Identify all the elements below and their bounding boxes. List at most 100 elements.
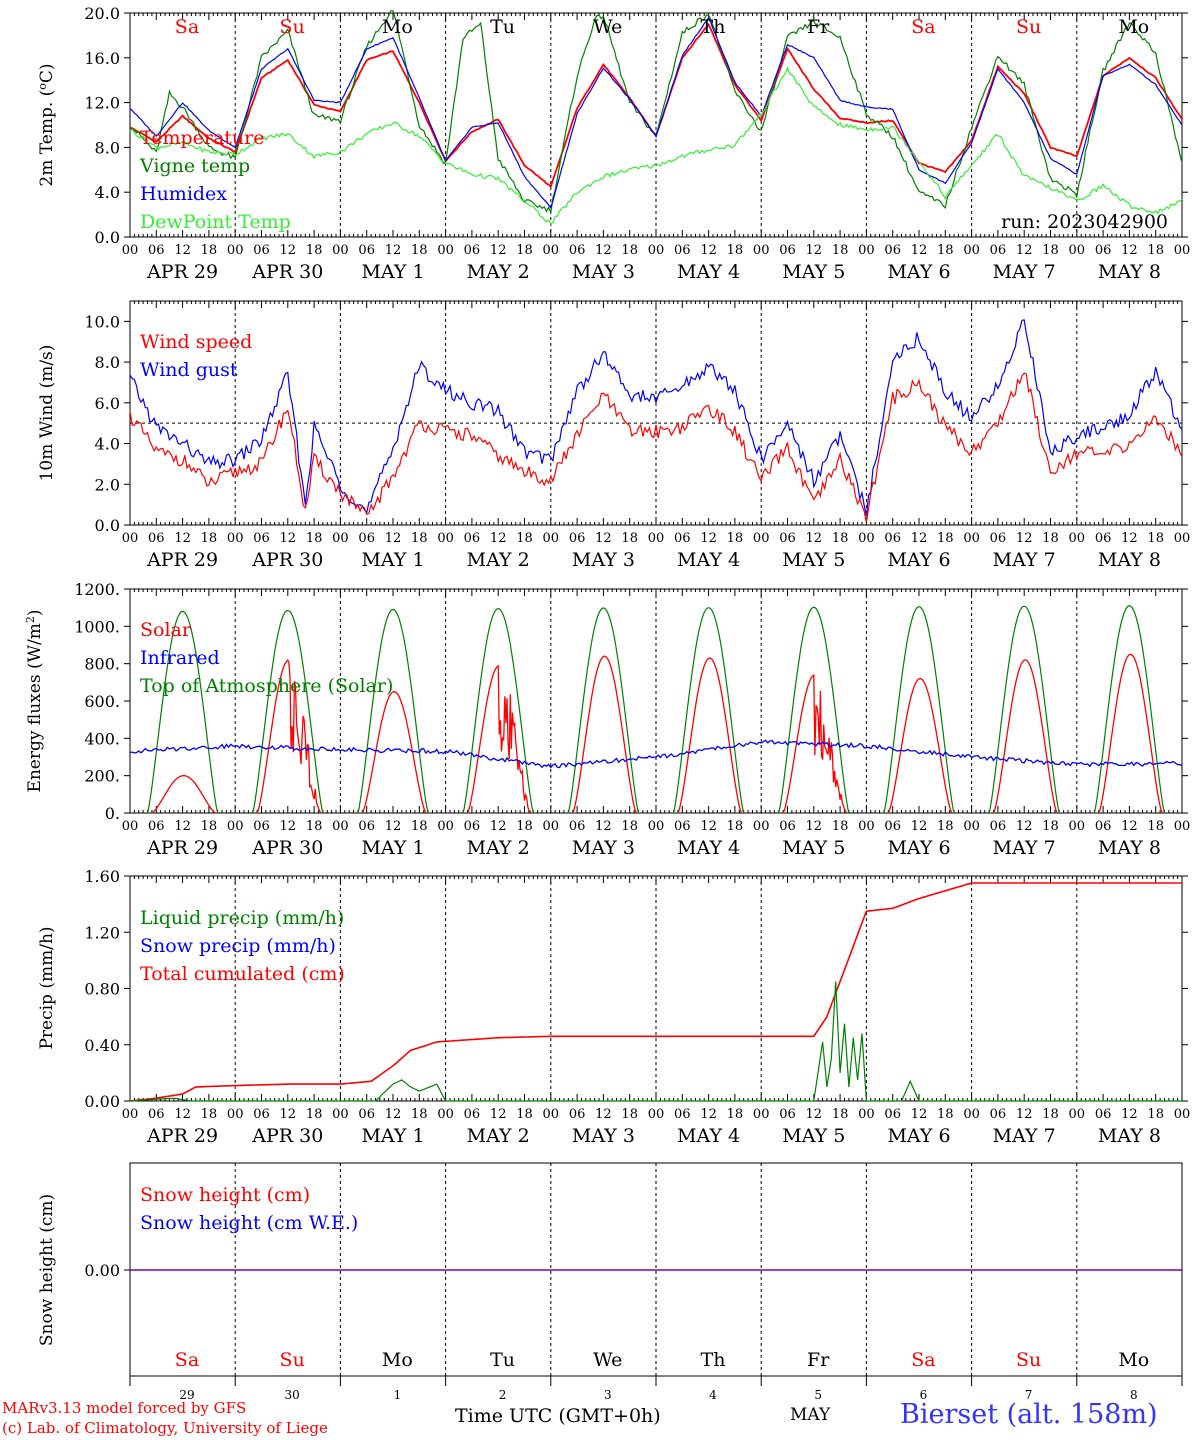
- hour-tick-label: 00: [648, 531, 665, 546]
- date-label: MAY 3: [572, 837, 635, 859]
- temp-tick-label: 16.0: [84, 49, 120, 68]
- bottom-day-number: 30: [285, 1388, 300, 1402]
- hour-tick-label: 00: [227, 531, 244, 546]
- bottom-day-number: 5: [814, 1388, 822, 1402]
- hour-tick-label: 18: [832, 243, 849, 258]
- hour-tick-label: 06: [148, 243, 165, 258]
- hour-tick-label: 00: [122, 531, 139, 546]
- wind-tick-label: 6.0: [95, 394, 120, 413]
- toa-solar-arc: [1093, 605, 1166, 814]
- temp-series-humidex: [129, 16, 1183, 209]
- hour-tick-label: 06: [569, 819, 586, 834]
- hour-tick-label: 12: [806, 819, 823, 834]
- hour-tick-label: 12: [1121, 531, 1138, 546]
- hour-tick-label: 00: [543, 243, 560, 258]
- hour-tick-label: 00: [332, 1107, 349, 1122]
- hour-tick-label: 12: [700, 819, 717, 834]
- toa-solar-arc: [567, 607, 640, 814]
- hour-tick-label: 12: [700, 531, 717, 546]
- hour-tick-label: 12: [280, 1107, 297, 1122]
- weekday-label: Fr: [807, 16, 830, 38]
- hour-tick-label: 06: [884, 819, 901, 834]
- legend-dewpoint: DewPoint Temp: [140, 211, 291, 233]
- weekday-label: Sa: [911, 16, 935, 38]
- date-label: MAY 1: [361, 549, 424, 571]
- date-label: MAY 1: [361, 261, 424, 283]
- liquid-precip-series: [129, 981, 1182, 1102]
- date-label: APR 30: [251, 1125, 323, 1147]
- hour-tick-label: 18: [727, 243, 744, 258]
- hour-tick-label: 00: [648, 243, 665, 258]
- hour-tick-label: 06: [674, 819, 691, 834]
- hour-tick-label: 12: [280, 819, 297, 834]
- hour-tick-label: 00: [753, 531, 770, 546]
- total-cumulated-series: [129, 882, 1182, 1102]
- hour-tick-label: 12: [385, 819, 402, 834]
- hour-tick-label: 18: [1042, 243, 1059, 258]
- date-label: MAY 6: [887, 1125, 950, 1147]
- hour-tick-label: 18: [516, 243, 533, 258]
- weekday-label: Tu: [490, 16, 515, 38]
- bottom-day-number: 2: [499, 1388, 507, 1402]
- hour-tick-label: 12: [806, 1107, 823, 1122]
- hour-tick-label: 12: [174, 1107, 191, 1122]
- hour-tick-label: 06: [674, 1107, 691, 1122]
- hour-tick-label: 06: [464, 819, 481, 834]
- hour-tick-label: 06: [884, 1107, 901, 1122]
- wind-axis-label: 10m Wind (m/s): [37, 345, 57, 482]
- hour-tick-label: 18: [1042, 531, 1059, 546]
- hour-tick-label: 00: [122, 819, 139, 834]
- hour-tick-label: 00: [437, 531, 454, 546]
- solar-arc: [466, 664, 532, 814]
- weekday-label: Su: [280, 16, 305, 38]
- hour-tick-label: 00: [963, 819, 980, 834]
- hour-tick-label: 06: [884, 531, 901, 546]
- hour-tick-label: 00: [332, 531, 349, 546]
- hour-tick-label: 18: [411, 531, 428, 546]
- hour-tick-label: 06: [358, 531, 375, 546]
- legend-infrared: Infrared: [140, 647, 220, 669]
- hour-tick-label: 00: [227, 1107, 244, 1122]
- hour-tick-label: 12: [174, 531, 191, 546]
- hour-tick-label: 18: [516, 531, 533, 546]
- legend-toa: Top of Atmosphere (Solar): [140, 675, 393, 697]
- toa-solar-arc: [672, 607, 745, 814]
- toa-solar-arc: [988, 605, 1060, 814]
- hour-tick-label: 06: [464, 243, 481, 258]
- wind-tick-label: 10.0: [84, 312, 120, 331]
- hour-tick-label: 00: [753, 243, 770, 258]
- hour-tick-label: 00: [963, 243, 980, 258]
- hour-tick-label: 18: [1042, 1107, 1059, 1122]
- hour-tick-label: 12: [280, 531, 297, 546]
- hour-tick-label: 18: [832, 531, 849, 546]
- date-label: MAY 7: [993, 261, 1056, 283]
- date-label: APR 29: [146, 837, 218, 859]
- bottom-day-number: 6: [920, 1388, 928, 1402]
- hour-tick-label: 06: [884, 243, 901, 258]
- hour-tick-label: 06: [569, 243, 586, 258]
- hour-tick-label: 00: [858, 243, 875, 258]
- date-label: MAY 3: [572, 549, 635, 571]
- hour-tick-label: 00: [1174, 531, 1191, 546]
- date-label: MAY 2: [467, 549, 530, 571]
- hour-tick-label: 06: [569, 531, 586, 546]
- bottom-weekday-label: We: [593, 1349, 622, 1371]
- weekday-label: Sa: [175, 16, 199, 38]
- bottom-weekday-label: Tu: [490, 1349, 515, 1371]
- hour-tick-label: 18: [411, 243, 428, 258]
- legend-total-cumulated: Total cumulated (cm): [140, 963, 345, 985]
- hour-tick-label: 18: [1147, 819, 1164, 834]
- energy-tick-label: 1200.: [74, 580, 120, 599]
- hour-tick-label: 12: [174, 243, 191, 258]
- date-label: MAY 1: [361, 837, 424, 859]
- energy-tick-label: 400.: [84, 729, 120, 748]
- toa-solar-arc: [778, 606, 850, 814]
- hour-tick-label: 18: [201, 531, 218, 546]
- hour-tick-label: 18: [411, 819, 428, 834]
- date-label: MAY 5: [782, 1125, 845, 1147]
- bottom-weekday-label: Sa: [911, 1349, 935, 1371]
- hour-tick-label: 06: [990, 531, 1007, 546]
- bottom-weekday-label: Mo: [1118, 1349, 1149, 1371]
- legend-humidex: Humidex: [140, 183, 227, 205]
